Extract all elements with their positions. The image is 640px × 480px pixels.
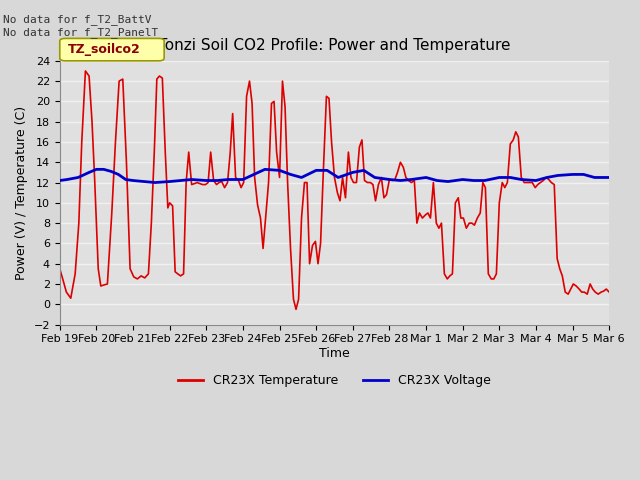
- Y-axis label: Power (V) / Temperature (C): Power (V) / Temperature (C): [15, 106, 28, 280]
- Title: Tonzi Soil CO2 Profile: Power and Temperature: Tonzi Soil CO2 Profile: Power and Temper…: [158, 38, 511, 53]
- FancyBboxPatch shape: [60, 38, 164, 61]
- Text: No data for f_T2_BattV
No data for f_T2_PanelT: No data for f_T2_BattV No data for f_T2_…: [3, 14, 159, 38]
- X-axis label: Time: Time: [319, 347, 350, 360]
- Legend: CR23X Temperature, CR23X Voltage: CR23X Temperature, CR23X Voltage: [173, 369, 496, 392]
- Text: TZ_soilco2: TZ_soilco2: [68, 43, 141, 56]
